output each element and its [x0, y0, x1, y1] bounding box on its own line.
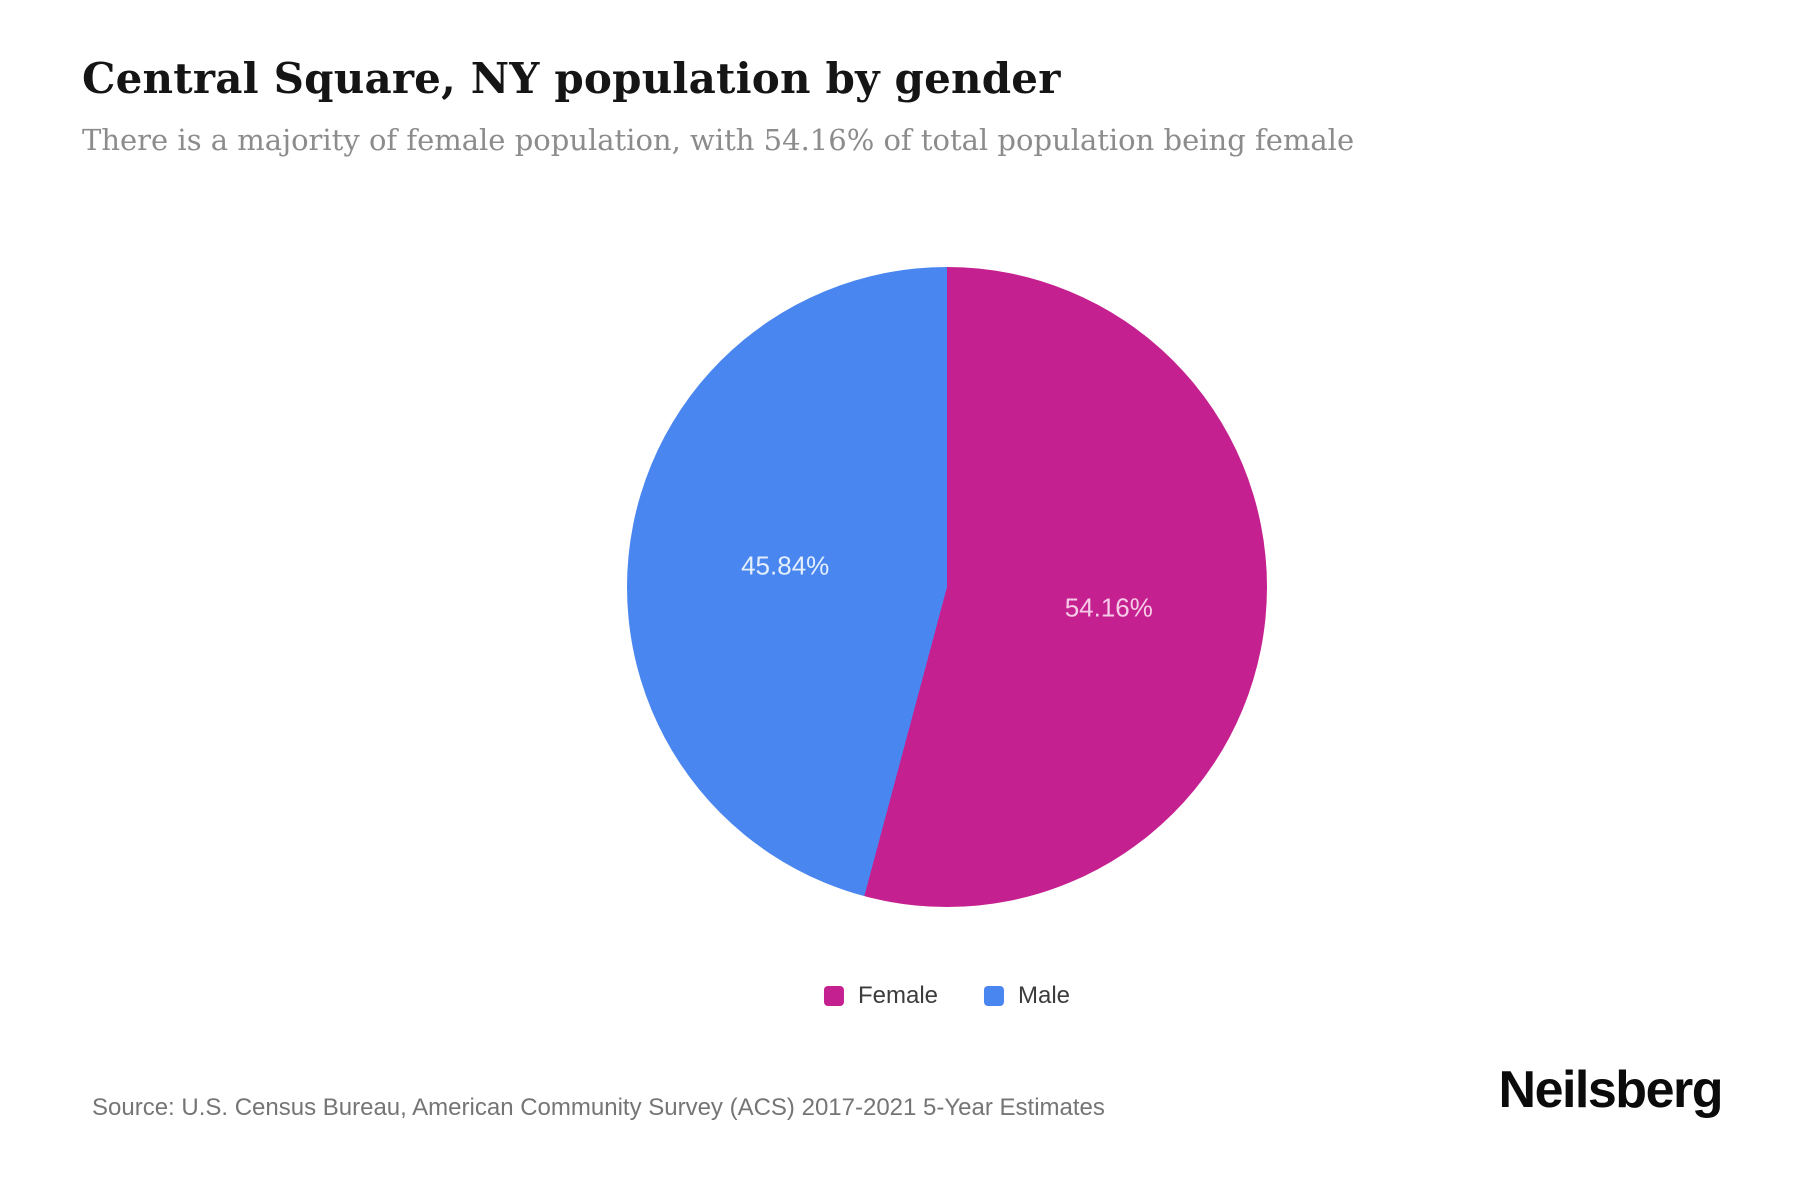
page-title: Central Square, NY population by gender [82, 54, 1061, 103]
legend: Female Male [823, 982, 1070, 1010]
legend-swatch-male [984, 986, 1004, 1006]
legend-swatch-female [823, 986, 844, 1006]
slice-label-female: 54.16% [1064, 592, 1153, 623]
legend-label: Female [857, 982, 938, 1009]
brand-logo: Neilsberg [1498, 1061, 1724, 1119]
legend-item-male[interactable]: Male [984, 982, 1070, 1010]
page-subtitle: There is a majority of female population… [82, 123, 1355, 157]
source-text: Source: U.S. Census Bureau, American Com… [92, 1094, 1105, 1121]
legend-label: Male [1018, 982, 1071, 1009]
pie-chart[interactable]: 54.16% 45.84% [627, 267, 1267, 907]
slice-label-male: 45.84% [741, 550, 830, 581]
legend-item-female[interactable]: Female [823, 982, 938, 1010]
